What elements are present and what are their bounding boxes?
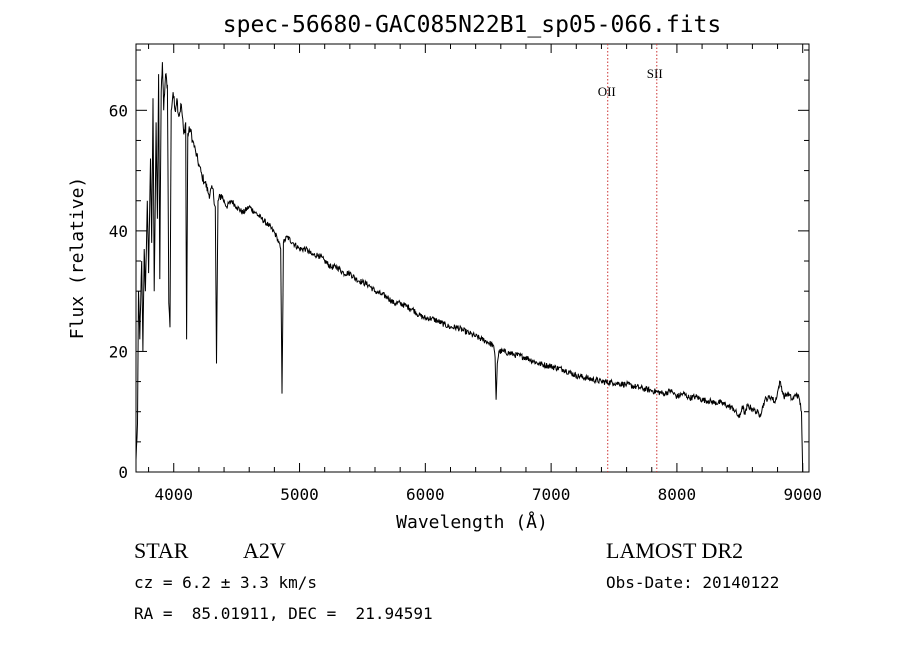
object-subclass: A2V (243, 538, 286, 563)
axis-ticks: 4000 5000 6000 7000 8000 9000 0 20 40 60 (109, 44, 822, 504)
plot-area-frame (135, 43, 810, 473)
x-tick-label: 8000 (658, 485, 697, 504)
y-axis-label: Flux (relative) (67, 177, 88, 340)
coordinates: RA = 85.01911, DEC = 21.94591 (134, 604, 433, 623)
line-annotations: OII SII (598, 44, 663, 472)
x-tick-label: 4000 (154, 485, 193, 504)
y-tick-label: 40 (109, 222, 128, 241)
annotation-label: OII (598, 84, 616, 99)
redshift-cz: cz = 6.2 ± 3.3 km/s (134, 573, 317, 592)
y-tick-label: 20 (109, 342, 128, 361)
x-tick-label: 5000 (280, 485, 319, 504)
x-tick-label: 9000 (783, 485, 822, 504)
y-tick-label: 60 (109, 101, 128, 120)
survey-name: LAMOST DR2 (606, 538, 743, 563)
observation-date: Obs-Date: 20140122 (606, 573, 779, 592)
chart-title: spec-56680-GAC085N22B1_sp05-066.fits (223, 12, 722, 38)
annotation-label: SII (647, 66, 663, 81)
spectrum-line (135, 62, 804, 473)
x-axis-label: Wavelength (Å) (396, 511, 548, 533)
x-tick-label: 7000 (532, 485, 571, 504)
y-tick-label: 0 (118, 463, 128, 482)
object-class: STAR (134, 538, 189, 563)
x-tick-label: 6000 (406, 485, 445, 504)
